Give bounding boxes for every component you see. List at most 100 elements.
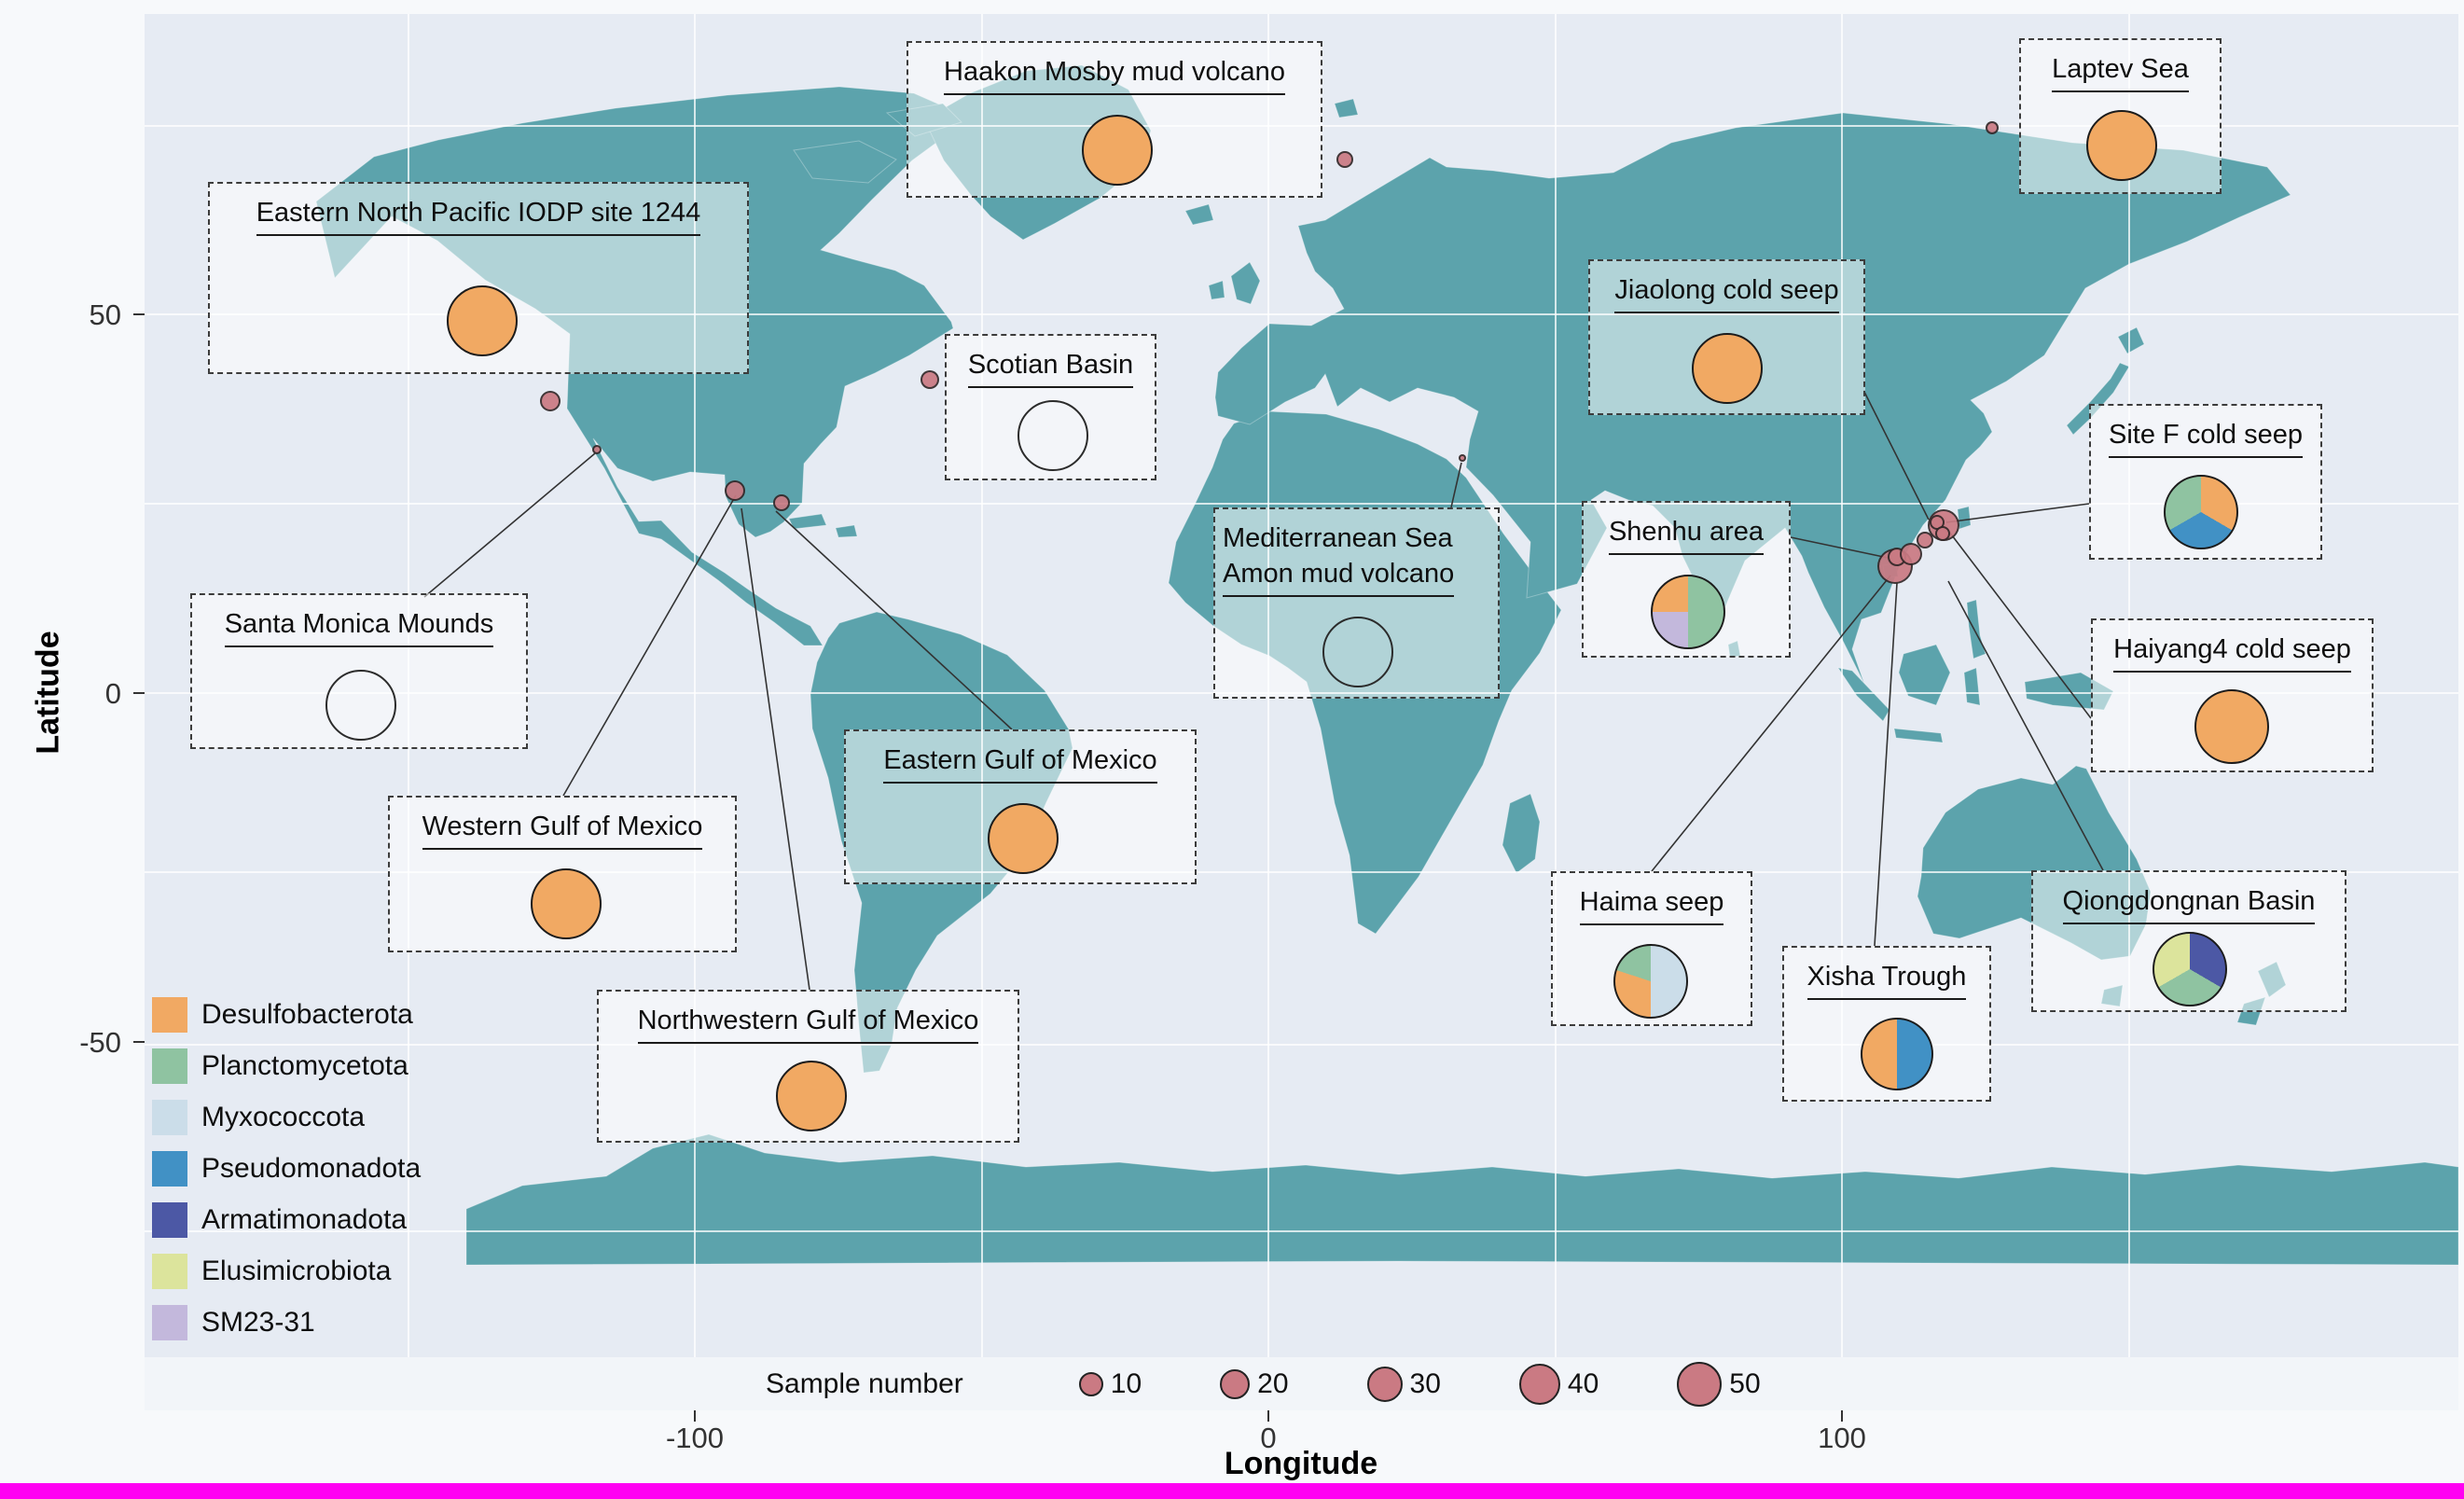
x-tick — [694, 1410, 696, 1422]
site-box-shenhu-area: Shenhu area — [1582, 501, 1791, 658]
site-title: Jiaolong cold seep — [1590, 272, 1863, 313]
size-circle — [1220, 1368, 1251, 1399]
pie-laptev-sea — [2086, 110, 2157, 181]
taxa-legend: Desulfobacterota Planctomycetota Myxococ… — [152, 989, 421, 1348]
pie-site-f-cold-seep — [2164, 475, 2238, 549]
site-box-mediterranean-amon: Mediterranean Sea Amon mud volcano — [1213, 507, 1500, 699]
legend-item: Planctomycetota — [152, 1040, 421, 1091]
pie-eastern-north-pacific — [447, 285, 518, 356]
legend-item: Myxococcota — [152, 1091, 421, 1143]
x-tick — [1267, 1410, 1269, 1422]
legend-label: Desulfobacterota — [201, 998, 413, 1030]
size-legend-item: 30 — [1366, 1366, 1441, 1402]
y-tick — [133, 313, 145, 315]
size-circle — [1078, 1371, 1103, 1396]
site-title: Haakon Mosby mud volcano — [908, 54, 1321, 95]
sample-point — [540, 390, 561, 411]
legend-item: Elusimicrobiota — [152, 1245, 421, 1297]
pie-western-gulf-of-mexico — [531, 868, 602, 939]
pie-santa-monica-mounds — [325, 670, 396, 741]
pie-eastern-gulf-of-mexico — [988, 803, 1059, 874]
sample-point — [772, 494, 790, 512]
legend-label: Myxococcota — [201, 1101, 366, 1132]
pie-jiaolong-cold-seep — [1692, 333, 1763, 404]
sample-point — [921, 369, 940, 389]
pie-qiongdongnan-basin — [2153, 932, 2227, 1006]
legend-swatch — [152, 1048, 187, 1084]
site-box-haima-seep: Haima seep — [1551, 871, 1752, 1026]
size-legend-title: Sample number — [766, 1367, 963, 1399]
site-title: Qiongdongnan Basin — [2033, 883, 2345, 924]
site-title: Laptev Sea — [2021, 51, 2220, 92]
site-title: Shenhu area — [1584, 514, 1789, 555]
legend-item: Armatimonadota — [152, 1194, 421, 1245]
legend-item: Pseudomonadota — [152, 1143, 421, 1194]
size-value: 40 — [1567, 1367, 1599, 1399]
legend-swatch — [152, 1201, 187, 1238]
y-tick — [133, 692, 145, 694]
site-box-scotian-basin: Scotian Basin — [945, 334, 1156, 480]
size-legend-strip: Sample number 10 20 30 40 50 — [145, 1357, 2458, 1410]
site-title: Northwestern Gulf of Mexico — [599, 1003, 1017, 1044]
site-title: Santa Monica Mounds — [192, 606, 526, 647]
legend-item: SM23-31 — [152, 1297, 421, 1348]
x-tick-label: 0 — [1260, 1422, 1277, 1454]
legend-swatch — [152, 1304, 187, 1340]
site-box-xisha-trough: Xisha Trough — [1782, 946, 1991, 1102]
size-value: 50 — [1729, 1367, 1761, 1399]
pie-mediterranean-amon — [1322, 617, 1393, 687]
site-title: Scotian Basin — [947, 347, 1155, 388]
size-legend-item: 50 — [1677, 1361, 1761, 1407]
legend-label: Planctomycetota — [201, 1049, 408, 1081]
x-axis-title: Longitude — [1224, 1446, 1378, 1481]
site-box-eastern-north-pacific: Eastern North Pacific IODP site 1244 — [208, 182, 749, 374]
pie-haakon-mosby — [1082, 115, 1153, 186]
site-box-site-f-cold-seep: Site F cold seep — [2089, 404, 2322, 560]
size-value: 30 — [1409, 1367, 1441, 1399]
site-title: Mediterranean Sea Amon mud volcano — [1215, 520, 1498, 597]
sample-point — [1935, 525, 1951, 541]
site-title: Haima seep — [1553, 884, 1751, 925]
pie-shenhu-area — [1651, 575, 1725, 649]
legend-swatch — [152, 996, 187, 1033]
site-box-jiaolong-cold-seep: Jiaolong cold seep — [1588, 259, 1865, 415]
site-box-santa-monica-mounds: Santa Monica Mounds — [190, 593, 528, 749]
pie-haiyang4-cold-seep — [2194, 689, 2269, 764]
x-tick — [1841, 1410, 1843, 1422]
size-legend-item: 10 — [1078, 1368, 1142, 1400]
legend-label: Elusimicrobiota — [201, 1255, 392, 1286]
site-box-western-gulf-of-mexico: Western Gulf of Mexico — [388, 796, 737, 952]
site-box-laptev-sea: Laptev Sea — [2019, 38, 2222, 194]
pie-scotian-basin — [1017, 400, 1088, 471]
y-tick-label: -50 — [79, 1026, 121, 1059]
pie-northwestern-gulf-of-mexico — [776, 1061, 847, 1131]
site-box-northwestern-gulf-of-mexico: Northwestern Gulf of Mexico — [597, 990, 1019, 1143]
legend-label: Pseudomonadota — [201, 1152, 422, 1184]
legend-swatch — [152, 1253, 187, 1289]
bottom-accent-bar — [0, 1483, 2464, 1499]
size-circle — [1677, 1361, 1723, 1407]
size-circle — [1518, 1363, 1560, 1405]
legend-swatch — [152, 1099, 187, 1135]
sample-point — [1336, 150, 1353, 168]
site-title: Western Gulf of Mexico — [390, 809, 735, 850]
size-value: 20 — [1257, 1367, 1289, 1399]
site-title: Haiyang4 cold seep — [2093, 632, 2372, 673]
pie-xisha-trough — [1861, 1018, 1933, 1090]
x-tick-label: 100 — [1818, 1422, 1866, 1454]
size-legend-item: 20 — [1220, 1367, 1289, 1400]
site-box-qiongdongnan-basin: Qiongdongnan Basin — [2031, 870, 2346, 1012]
site-title: Xisha Trough — [1784, 959, 1989, 1000]
pie-haima-seep — [1613, 944, 1688, 1019]
legend-item: Desulfobacterota — [152, 989, 421, 1040]
y-axis-title: Latitude — [30, 631, 66, 755]
y-tick-label: 0 — [104, 677, 121, 710]
site-box-eastern-gulf-of-mexico: Eastern Gulf of Mexico — [844, 729, 1197, 884]
x-tick-label: -100 — [665, 1422, 725, 1454]
legend-label: SM23-31 — [201, 1306, 315, 1338]
legend-swatch — [152, 1150, 187, 1187]
site-title: Eastern Gulf of Mexico — [846, 743, 1195, 784]
y-tick — [133, 1041, 145, 1043]
size-legend-item: 40 — [1518, 1363, 1599, 1405]
